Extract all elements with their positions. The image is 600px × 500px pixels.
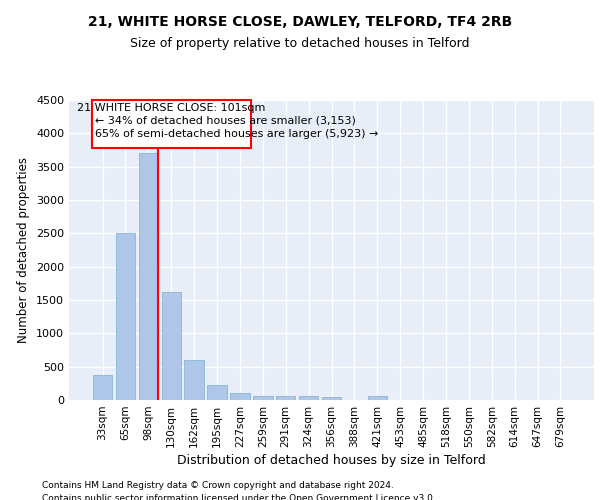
Text: Contains public sector information licensed under the Open Government Licence v3: Contains public sector information licen… [42, 494, 436, 500]
Text: Size of property relative to detached houses in Telford: Size of property relative to detached ho… [130, 38, 470, 51]
Text: 65% of semi-detached houses are larger (5,923) →: 65% of semi-detached houses are larger (… [95, 130, 379, 140]
Text: 21, WHITE HORSE CLOSE, DAWLEY, TELFORD, TF4 2RB: 21, WHITE HORSE CLOSE, DAWLEY, TELFORD, … [88, 15, 512, 29]
Text: ← 34% of detached houses are smaller (3,153): ← 34% of detached houses are smaller (3,… [95, 116, 356, 126]
Bar [322, 398, 341, 400]
Bar [253, 396, 272, 400]
Bar [368, 396, 387, 400]
Bar [230, 392, 250, 400]
Bar [299, 396, 319, 400]
Bar [139, 154, 158, 400]
Bar [93, 375, 112, 400]
FancyBboxPatch shape [92, 100, 251, 148]
X-axis label: Distribution of detached houses by size in Telford: Distribution of detached houses by size … [177, 454, 486, 467]
Bar [276, 396, 295, 400]
Bar [161, 292, 181, 400]
Y-axis label: Number of detached properties: Number of detached properties [17, 157, 31, 343]
Text: 21 WHITE HORSE CLOSE: 101sqm: 21 WHITE HORSE CLOSE: 101sqm [77, 102, 266, 113]
Bar [184, 360, 204, 400]
Bar [208, 385, 227, 400]
Text: Contains HM Land Registry data © Crown copyright and database right 2024.: Contains HM Land Registry data © Crown c… [42, 481, 394, 490]
Bar [116, 234, 135, 400]
